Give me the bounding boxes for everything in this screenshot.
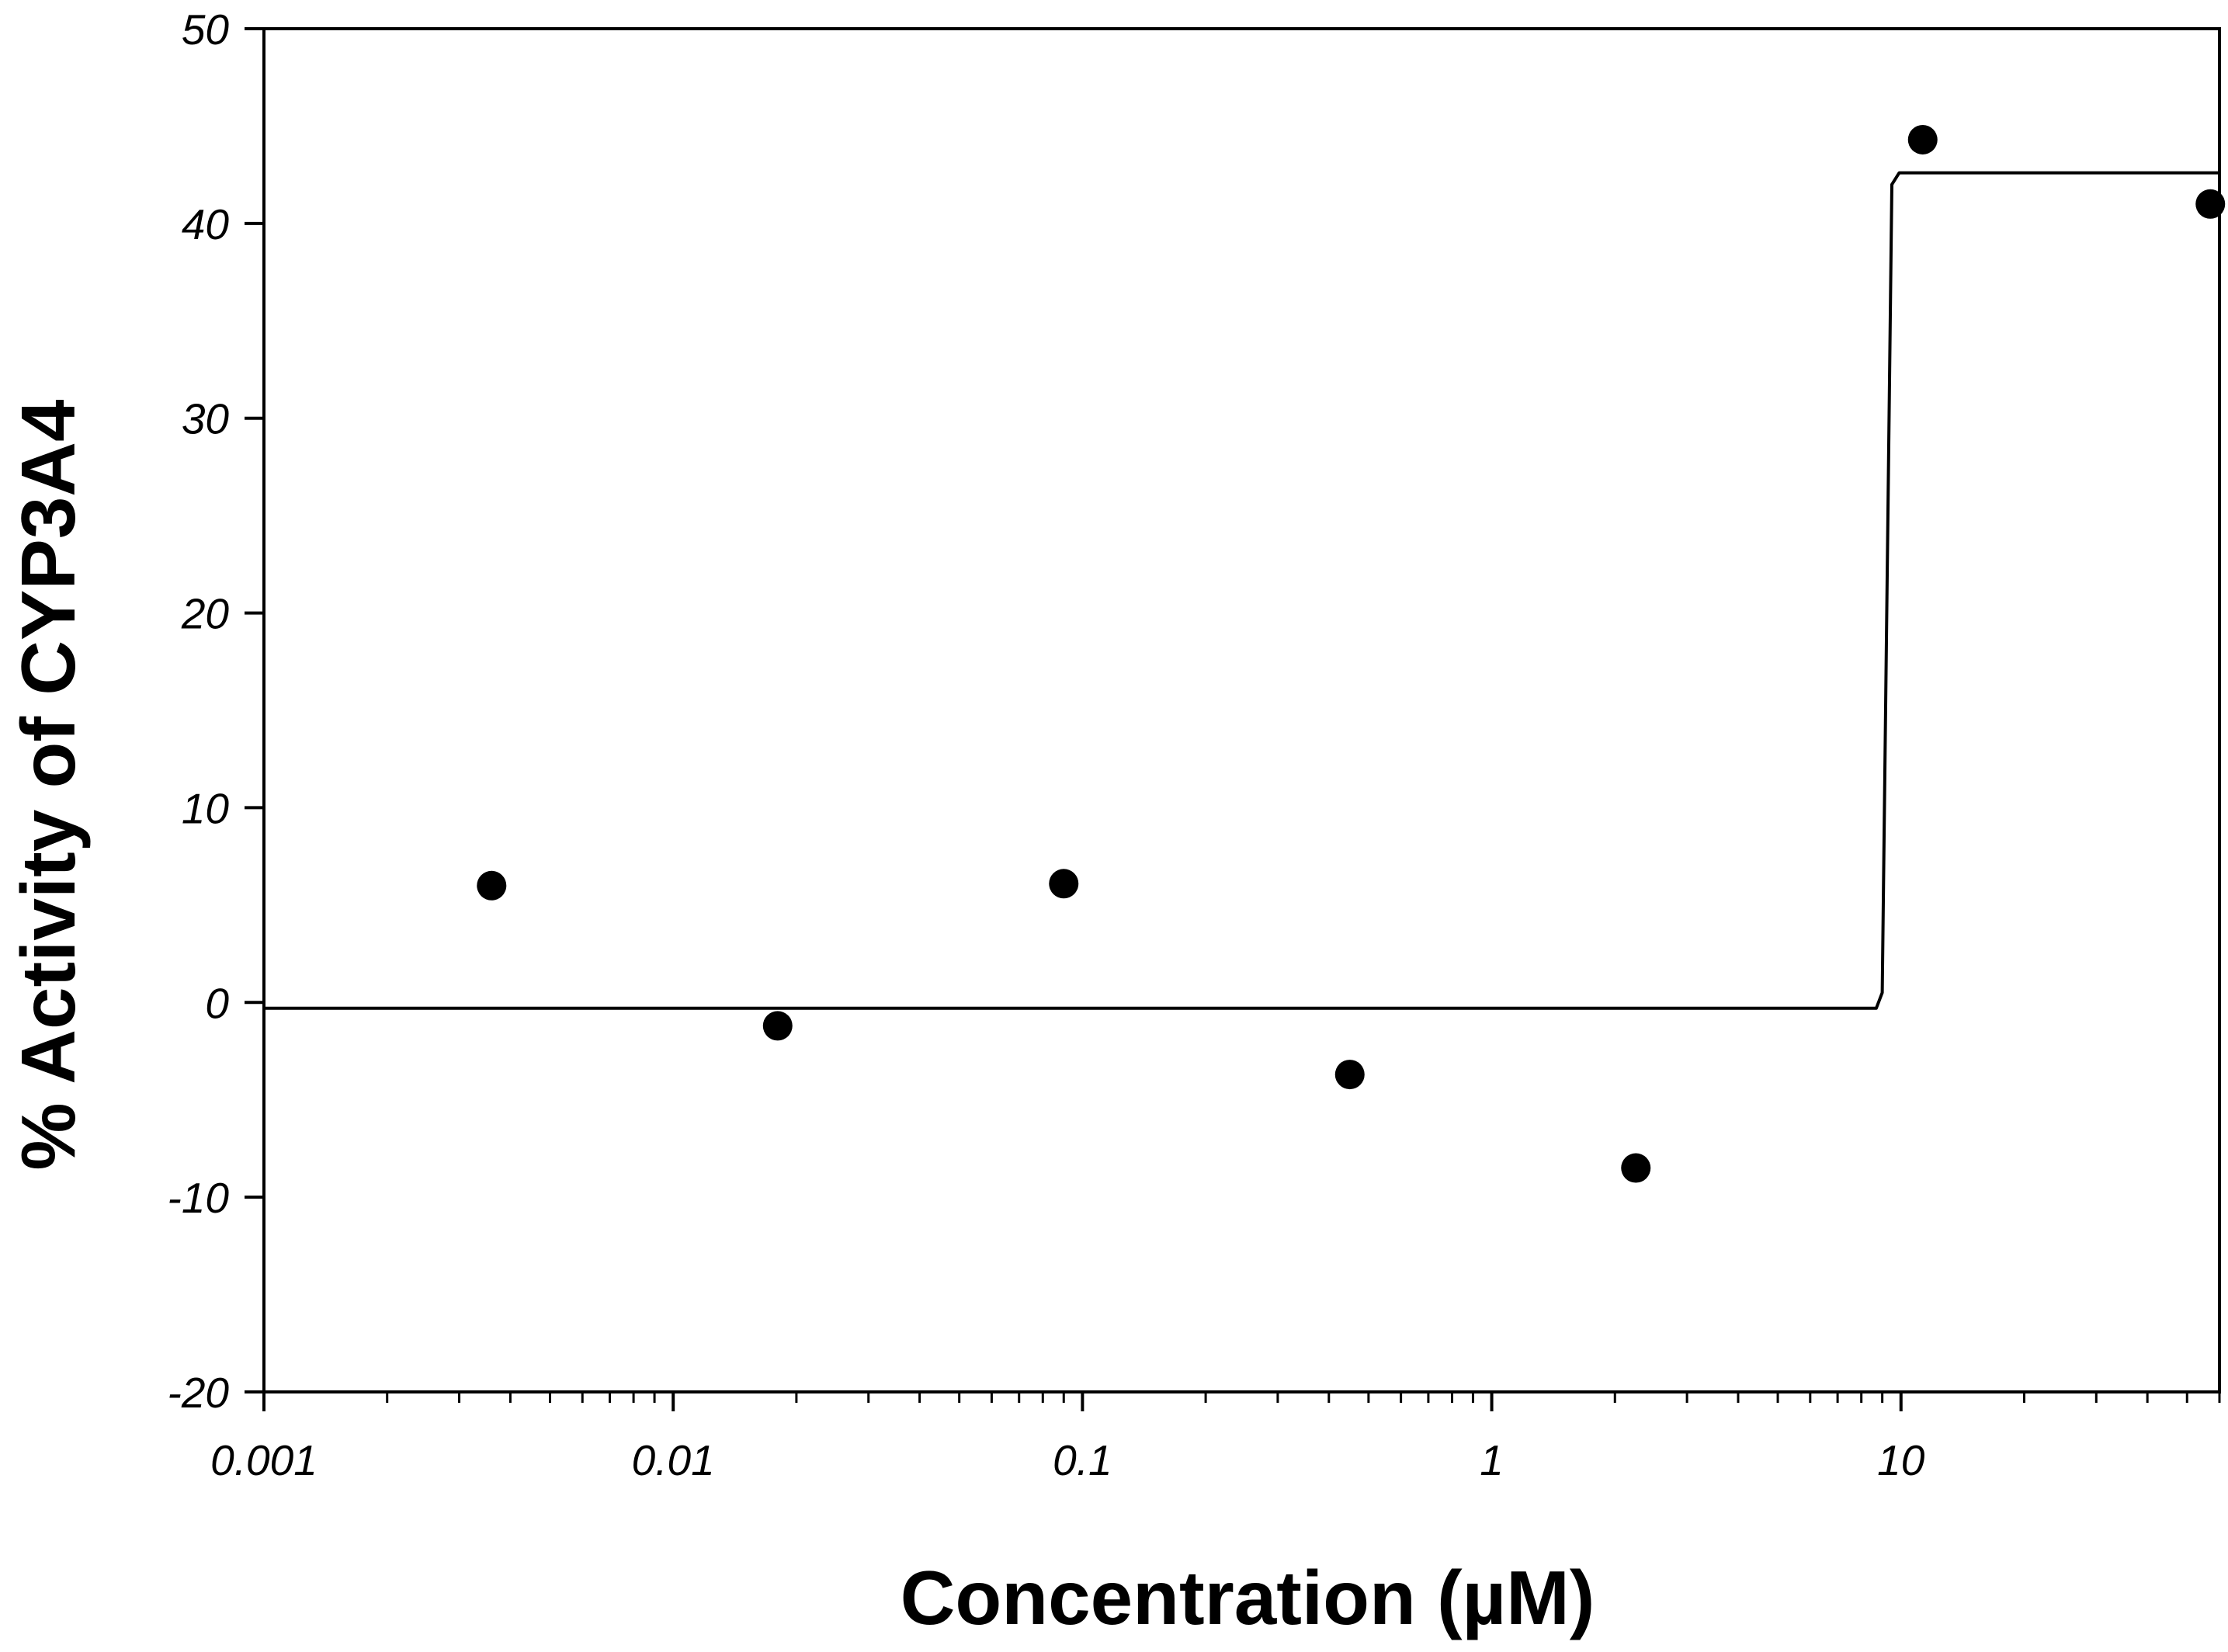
data-point [2195,189,2226,219]
x-tick-label: 0.1 [1053,1436,1112,1484]
y-tick-label: -20 [168,1369,230,1417]
y-tick-label: 0 [205,979,229,1027]
data-point [477,870,507,901]
x-tick-label: 1 [1480,1436,1504,1484]
data-points [477,124,2226,1183]
y-tick-label: 30 [182,395,230,443]
x-axis-ticks: 0.001 0.01 0.1 1 10 [210,1392,2221,1484]
fit-line-group [264,171,2219,1010]
fit-line [264,171,2219,1010]
data-point [1334,1060,1365,1090]
x-tick-label: 10 [1877,1436,1925,1484]
y-tick-label: 50 [182,5,230,54]
x-tick-label: 0.001 [210,1436,318,1484]
y-tick-label: 10 [182,784,230,832]
y-tick-label: 40 [182,200,230,248]
plot-area-border [262,27,2221,1393]
data-point [1049,869,1079,899]
x-axis-title: Concentration (µM) [901,1555,1595,1640]
x-tick-label: 0.01 [632,1436,715,1484]
data-point [1621,1153,1651,1183]
y-axis-ticks: -20 -10 0 10 20 30 40 50 [168,5,264,1417]
y-tick-label: -10 [168,1174,230,1222]
y-axis-title: % Activity of CYP3A4 [5,400,91,1171]
data-point [762,1011,793,1041]
plot-frame [262,27,2221,1393]
y-tick-label: 20 [181,590,230,638]
data-point [1907,124,1938,154]
